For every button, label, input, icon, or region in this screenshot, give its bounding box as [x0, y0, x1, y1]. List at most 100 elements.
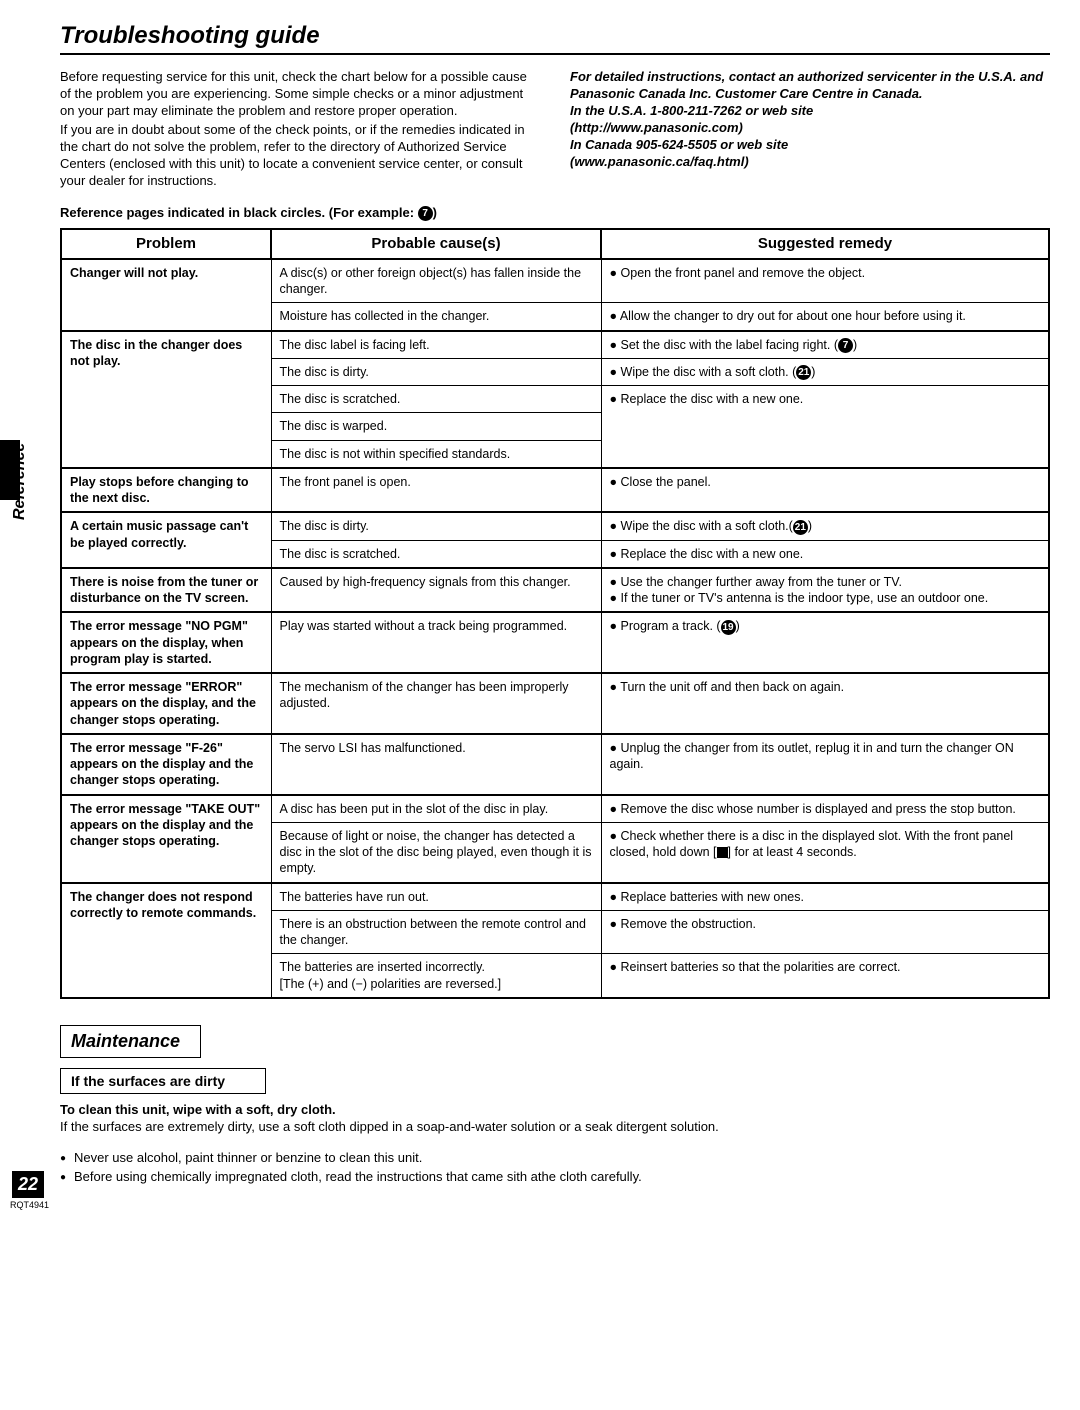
page-number: 22	[12, 1171, 44, 1198]
cell-problem: The error message "F-26" appears on the …	[61, 734, 271, 795]
intro-right-p3: (http://www.panasonic.com)	[570, 120, 1050, 137]
remedy-text-a: ● Wipe the disc with a soft cloth. (	[610, 365, 797, 379]
cell-cause: The disc is scratched.	[271, 540, 601, 568]
ref-circle-icon: 19	[721, 620, 736, 635]
cell-cause: The mechanism of the changer has been im…	[271, 673, 601, 734]
table-row: There is noise from the tuner or disturb…	[61, 568, 1049, 613]
table-row: The error message "ERROR" appears on the…	[61, 673, 1049, 734]
cell-remedy: ● Wipe the disc with a soft cloth. (21)	[601, 358, 1049, 385]
cell-cause: The disc label is facing left.	[271, 331, 601, 359]
remedy-text-a: ● Wipe the disc with a soft cloth.(	[610, 519, 793, 533]
maintenance-body: To clean this unit, wipe with a soft, dr…	[60, 1102, 1050, 1186]
intro-right-p2: In the U.S.A. 1-800-211-7262 or web site	[570, 103, 1050, 120]
th-remedy: Suggested remedy	[601, 229, 1049, 259]
cell-cause: The batteries are inserted incorrectly. …	[271, 954, 601, 998]
cell-cause: The front panel is open.	[271, 468, 601, 513]
ref-circle-icon: 21	[796, 365, 811, 380]
table-row: The error message "TAKE OUT" appears on …	[61, 795, 1049, 823]
table-row: The changer does not respond correctly t…	[61, 883, 1049, 911]
cell-remedy: ● Allow the changer to dry out for about…	[601, 303, 1049, 331]
cell-remedy: ● Remove the disc whose number is displa…	[601, 795, 1049, 823]
cell-cause: The disc is warped.	[271, 413, 601, 440]
cell-remedy: ● Use the changer further away from the …	[601, 568, 1049, 613]
ref-circle-icon: 7	[418, 206, 433, 221]
intro-right: For detailed instructions, contact an au…	[570, 69, 1050, 189]
cell-remedy: ● Turn the unit off and then back on aga…	[601, 673, 1049, 734]
intro-right-p1: For detailed instructions, contact an au…	[570, 69, 1050, 103]
intro-left-p1: Before requesting service for this unit,…	[60, 69, 540, 120]
table-header-row: Problem Probable cause(s) Suggested reme…	[61, 229, 1049, 259]
surfaces-title: If the surfaces are dirty	[71, 1073, 225, 1089]
remedy-text-b: )	[853, 338, 857, 352]
remedy-text-a: ● Set the disc with the label facing rig…	[610, 338, 839, 352]
ref-text-b: )	[433, 205, 437, 220]
remedy-text-a: ● Program a track. (	[610, 619, 721, 633]
cell-problem: The changer does not respond correctly t…	[61, 883, 271, 998]
cell-problem: Play stops before changing to the next d…	[61, 468, 271, 513]
cell-remedy: ● Open the front panel and remove the ob…	[601, 259, 1049, 303]
maintenance-heading-box: Maintenance	[60, 1025, 201, 1058]
ref-circle-icon: 21	[793, 520, 808, 535]
cell-remedy: ● Replace batteries with new ones.	[601, 883, 1049, 911]
ref-text-a: Reference pages indicated in black circl…	[60, 205, 418, 220]
ref-circle-icon: 7	[838, 338, 853, 353]
table-row: Changer will not play. A disc(s) or othe…	[61, 259, 1049, 303]
cell-remedy: ● Replace the disc with a new one.	[601, 386, 1049, 468]
remedy-text-b: ] for at least 4 seconds.	[728, 845, 857, 859]
cell-problem: There is noise from the tuner or disturb…	[61, 568, 271, 613]
maint-bullet: Never use alcohol, paint thinner or benz…	[60, 1150, 1050, 1167]
remedy-text-b: )	[736, 619, 740, 633]
cell-cause: The disc is scratched.	[271, 386, 601, 413]
intro-right-p5: (www.panasonic.ca/faq.html)	[570, 154, 1050, 171]
intro-left-p2: If you are in doubt about some of the ch…	[60, 122, 540, 190]
surfaces-heading-box: If the surfaces are dirty	[60, 1068, 266, 1094]
table-row: The error message "NO PGM" appears on th…	[61, 612, 1049, 673]
reference-line: Reference pages indicated in black circl…	[60, 205, 1050, 222]
cell-cause: The disc is dirty.	[271, 358, 601, 385]
cell-cause: A disc(s) or other foreign object(s) has…	[271, 259, 601, 303]
cell-remedy: ● Replace the disc with a new one.	[601, 540, 1049, 568]
cell-cause: The disc is not within specified standar…	[271, 440, 601, 468]
cell-remedy: ● Reinsert batteries so that the polarit…	[601, 954, 1049, 998]
table-row: The disc in the changer does not play. T…	[61, 331, 1049, 359]
page-title: Troubleshooting guide	[60, 20, 1050, 55]
cell-problem: Changer will not play.	[61, 259, 271, 331]
page-code: RQT4941	[10, 1200, 49, 1212]
cell-remedy: ● Set the disc with the label facing rig…	[601, 331, 1049, 359]
cell-remedy: ● Close the panel.	[601, 468, 1049, 513]
cell-problem: The error message "TAKE OUT" appears on …	[61, 795, 271, 883]
cell-cause: There is an obstruction between the remo…	[271, 910, 601, 954]
cell-cause: The batteries have run out.	[271, 883, 601, 911]
cell-remedy: ● Program a track. (19)	[601, 612, 1049, 673]
cell-remedy: ● Wipe the disc with a soft cloth.(21)	[601, 512, 1049, 540]
troubleshooting-table: Problem Probable cause(s) Suggested reme…	[60, 228, 1050, 999]
table-row: Play stops before changing to the next d…	[61, 468, 1049, 513]
remedy-text-b: )	[811, 365, 815, 379]
th-cause: Probable cause(s)	[271, 229, 601, 259]
cell-cause: Because of light or noise, the changer h…	[271, 822, 601, 882]
cell-remedy: ● Unplug the changer from its outlet, re…	[601, 734, 1049, 795]
cell-remedy: ● Check whether there is a disc in the d…	[601, 822, 1049, 882]
cell-cause: A disc has been put in the slot of the d…	[271, 795, 601, 823]
table-row: A certain music passage can't be played …	[61, 512, 1049, 540]
cell-cause: Moisture has collected in the changer.	[271, 303, 601, 331]
th-problem: Problem	[61, 229, 271, 259]
intro-block: Before requesting service for this unit,…	[60, 69, 1050, 189]
cell-cause: Caused by high-frequency signals from th…	[271, 568, 601, 613]
maint-bullet: Before using chemically impregnated clot…	[60, 1169, 1050, 1186]
remedy-text-b: )	[808, 519, 812, 533]
sidebar-label: Reference	[10, 443, 31, 520]
intro-left: Before requesting service for this unit,…	[60, 69, 540, 189]
cell-problem: The error message "ERROR" appears on the…	[61, 673, 271, 734]
cell-problem: A certain music passage can't be played …	[61, 512, 271, 568]
cell-cause: The disc is dirty.	[271, 512, 601, 540]
cell-remedy: ● Remove the obstruction.	[601, 910, 1049, 954]
stop-icon	[717, 847, 728, 858]
maintenance-title: Maintenance	[71, 1031, 180, 1051]
cell-cause: The servo LSI has malfunctioned.	[271, 734, 601, 795]
maint-bold: To clean this unit, wipe with a soft, dr…	[60, 1102, 1050, 1119]
intro-right-p4: In Canada 905-624-5505 or web site	[570, 137, 1050, 154]
maint-text: If the surfaces are extremely dirty, use…	[60, 1119, 1050, 1136]
cell-problem: The error message "NO PGM" appears on th…	[61, 612, 271, 673]
cell-cause: Play was started without a track being p…	[271, 612, 601, 673]
